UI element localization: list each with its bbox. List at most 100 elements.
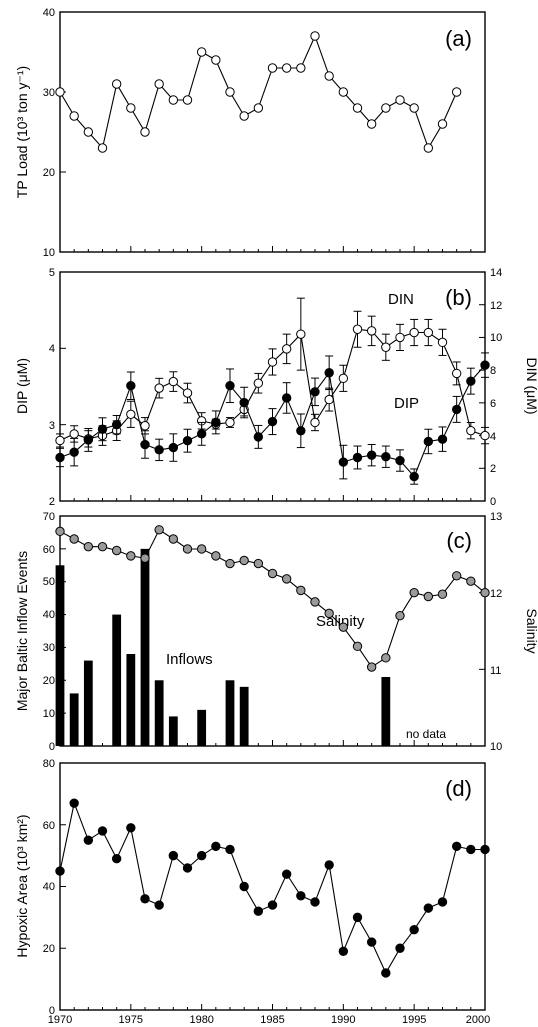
din-point	[55, 435, 65, 446]
panel-a-label: (a)	[445, 26, 472, 51]
series0-point	[366, 937, 377, 947]
salinity-point	[366, 662, 377, 672]
panel-d: (d) Hypoxic Area (10³ km²) 0 20 40 60 80…	[14, 758, 490, 1026]
panel-a-ylabel: TP Load (10³ ton y⁻¹)	[14, 66, 30, 198]
din-point	[168, 376, 179, 387]
series0-point	[140, 127, 150, 137]
salinity-point	[466, 576, 476, 586]
series0-point	[97, 143, 108, 153]
series0-point	[423, 903, 434, 913]
panel-a-ytick: 20	[43, 167, 55, 179]
panel-c-ytick: 70	[43, 511, 55, 523]
inflows-bar	[83, 660, 93, 746]
din-point	[154, 383, 164, 393]
salinity-point	[423, 591, 434, 602]
series0-point	[239, 881, 249, 892]
x-tick-label: 1975	[119, 1014, 143, 1026]
panel-d-ytick: 20	[43, 943, 55, 955]
panel-b-ylabel: DIP (μM)	[14, 358, 30, 414]
panel-c-ytick: 60	[43, 544, 55, 556]
series0-point	[211, 841, 221, 852]
series0-point	[83, 835, 94, 845]
series0-point	[366, 119, 377, 129]
salinity-point	[83, 541, 94, 552]
panel-a: (a) TP Load (10³ ton y⁻¹) 10 20 30 40	[14, 7, 486, 259]
din-point	[338, 373, 349, 384]
dip-point	[395, 455, 405, 466]
dip-point	[168, 442, 179, 453]
series0-line	[59, 34, 458, 150]
series0-point	[466, 844, 476, 855]
series0-point	[395, 943, 405, 953]
panel-c-ytick: 30	[43, 642, 55, 654]
din-point	[324, 394, 334, 405]
series0-point	[352, 912, 363, 923]
din-point	[296, 329, 306, 339]
din-point	[140, 421, 150, 431]
din-point	[69, 429, 79, 439]
panel-b-marks	[55, 271, 490, 502]
dip-point	[111, 419, 122, 430]
panel-d-ytick: 0	[49, 1005, 55, 1017]
panel-b-frame	[59, 271, 486, 502]
x-tick-label: 1995	[402, 1014, 426, 1026]
series0-point	[225, 844, 235, 855]
din-point	[451, 368, 462, 379]
salinity-point	[267, 568, 278, 579]
salinity-point	[111, 545, 122, 556]
panel-c-ytick-right: 10	[490, 741, 502, 753]
x-axis-ticks: 1970 1975 1980 1985 1990 1995 2000	[48, 1014, 490, 1026]
panel-c-nodata-label: no data	[406, 727, 446, 741]
salinity-point	[239, 555, 249, 566]
panel-b-ytick-right: 10	[490, 332, 502, 344]
panel-d-marks	[55, 762, 490, 1011]
panel-c-frame	[59, 515, 486, 747]
series0-point	[395, 95, 405, 105]
x-tick-label: 1970	[48, 1014, 72, 1026]
dip-point	[409, 471, 419, 482]
panel-b-ytick-right: 2	[490, 463, 496, 475]
dip-point	[451, 404, 462, 415]
salinity-point	[168, 534, 179, 544]
panel-d-ylabel: Hypoxic Area (10³ km²)	[14, 814, 30, 957]
panel-b-ytick-right: 0	[490, 496, 496, 508]
dip-point	[324, 368, 334, 378]
series0-point	[126, 103, 136, 113]
salinity-point	[211, 551, 221, 561]
salinity-point	[55, 526, 65, 537]
panel-d-ytick: 80	[43, 758, 55, 770]
panel-b-ytick: 5	[49, 267, 55, 279]
series0-point	[310, 31, 320, 41]
x-tick-label: 1990	[331, 1014, 355, 1026]
panel-b-yticks-right: 0 2 4 6 8 10 12 14	[490, 267, 502, 508]
panel-b-ytick: 3	[49, 420, 55, 432]
salinity-point	[338, 622, 349, 632]
series0-point	[154, 79, 164, 89]
din-point	[423, 327, 434, 338]
din-point	[366, 326, 377, 336]
series0-point	[296, 63, 306, 73]
salinity-point	[182, 544, 193, 554]
series0-point	[69, 798, 79, 808]
inflows-bar	[55, 565, 65, 746]
panel-b: (b) DIP (μM) DIN (μM) 2 3 4 5 0 2 4 6 8 …	[14, 267, 538, 508]
panel-c-ytick: 0	[49, 741, 55, 753]
series0-point	[267, 900, 278, 910]
panel-b-dip-label: DIP	[394, 395, 419, 412]
din-point	[310, 417, 320, 428]
panel-d-yticks: 0 20 40 60 80	[43, 758, 55, 1017]
dip-point	[281, 393, 292, 403]
salinity-point	[324, 608, 334, 619]
panel-b-label: (b)	[445, 285, 472, 310]
series0-point	[196, 850, 207, 861]
panel-c-ytick-right: 11	[490, 665, 501, 677]
inflows-bar	[197, 709, 207, 746]
dip-point	[267, 416, 278, 427]
inflows-bar	[140, 548, 150, 746]
din-point	[437, 337, 448, 348]
panel-c-ylabel-right: Salinity	[524, 608, 538, 653]
series0-point	[381, 968, 391, 978]
series0-point	[253, 906, 264, 916]
salinity-point	[437, 589, 448, 599]
salinity-point	[451, 571, 462, 581]
